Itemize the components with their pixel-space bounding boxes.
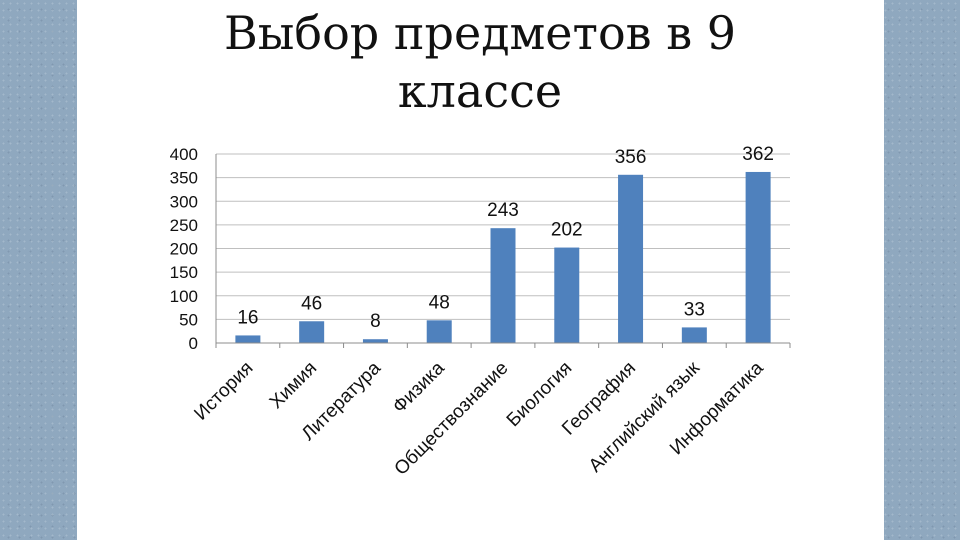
data-label: 362 [742,144,774,165]
bar [618,174,644,343]
y-tick-label: 50 [179,310,198,329]
data-label: 48 [429,292,450,313]
data-label: 202 [551,220,583,241]
y-axis-tick-labels: 0 50 100 150 200 250 300 350 400 [170,145,198,353]
data-label: 16 [237,307,258,328]
bar [426,320,452,343]
bar [235,335,261,343]
y-tick-label: 200 [170,240,198,259]
category-label: Химия [266,358,321,413]
slide-title-line-2: классе [397,64,563,118]
category-label: Обществознание [391,358,513,480]
y-tick-label: 400 [170,145,198,164]
bar [299,321,325,343]
data-labels: 16 46 8 48 243 202 356 33 362 [237,144,774,332]
data-label: 33 [684,299,705,320]
y-tick-label: 0 [189,334,198,353]
bar [490,228,516,343]
data-label: 8 [370,311,381,332]
x-axis [215,154,791,348]
bars [235,171,771,343]
bar [745,171,771,343]
slide-title: Выбор предметов в 9 классе [0,0,960,134]
y-tick-label: 100 [170,287,198,306]
y-tick-label: 250 [170,216,198,235]
bar [554,247,580,343]
bar [681,327,707,343]
y-tick-label: 350 [170,169,198,188]
bar [362,339,388,343]
category-label: История [190,358,257,425]
data-label: 243 [487,200,519,221]
y-tick-label: 150 [170,263,198,282]
data-label: 46 [301,293,322,314]
slide-title-line-1: Выбор предметов в 9 [224,6,736,60]
category-label: Физика [389,357,449,417]
y-tick-label: 300 [170,192,198,211]
category-label: Английский язык [585,357,704,476]
data-label: 356 [615,147,647,168]
